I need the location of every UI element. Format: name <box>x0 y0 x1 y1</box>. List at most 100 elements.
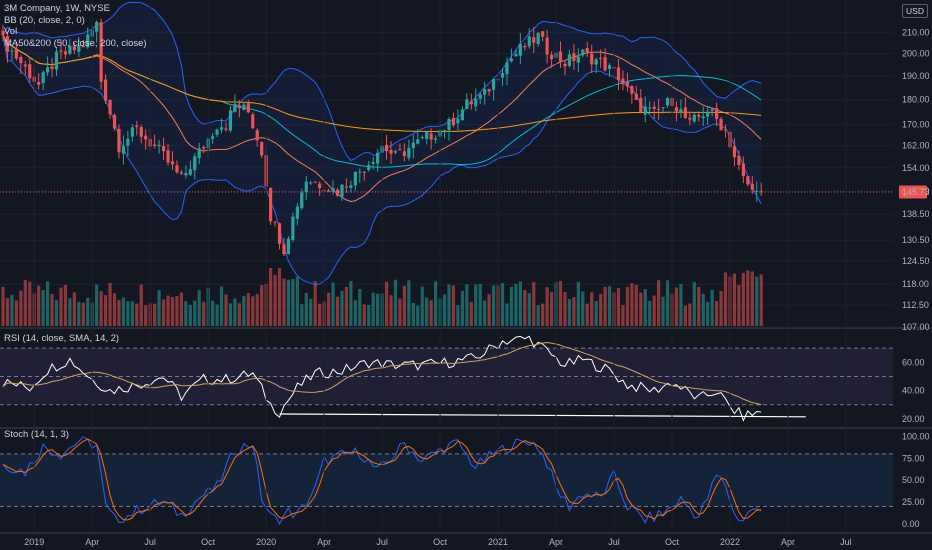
volume-bar <box>362 304 366 326</box>
volume-bar <box>746 270 750 326</box>
candle-body <box>746 176 750 185</box>
main-legend: 3M Company, 1W, NYSE BB (20, close, 2, 0… <box>4 3 147 49</box>
candle-body <box>585 48 589 53</box>
volume-bar <box>425 297 429 326</box>
candle-body <box>648 107 652 109</box>
volume-bar <box>634 284 638 326</box>
volume-bar <box>153 303 157 326</box>
price-tick-label: 118.00 <box>902 279 929 289</box>
candle-body <box>625 81 629 87</box>
candle-body <box>344 186 349 188</box>
rsi-tick-label: 60.00 <box>902 357 925 367</box>
candle-body <box>755 190 759 192</box>
volume-bar <box>358 288 362 326</box>
candle-body <box>741 163 745 177</box>
volume-bar <box>277 268 282 326</box>
volume-bar <box>514 283 518 326</box>
candle-body <box>492 78 496 90</box>
candle-body <box>286 238 291 255</box>
candle-body <box>514 54 518 57</box>
price-tick-label: 154.00 <box>902 163 930 173</box>
volume-bar <box>175 296 179 326</box>
candle-body <box>393 151 398 153</box>
candle-body <box>242 104 246 111</box>
candle-body <box>367 165 371 170</box>
volume-bar <box>541 303 545 326</box>
candle-body <box>358 171 362 173</box>
volume-bar <box>68 298 72 326</box>
candle-body <box>353 171 357 186</box>
volume-bar <box>121 297 126 326</box>
stoch-legend: Stoch (14, 1, 3) <box>4 429 69 440</box>
candle-body <box>295 206 299 219</box>
volume-bar <box>692 282 696 326</box>
candle-body <box>77 45 81 52</box>
candle-body <box>500 73 505 78</box>
time-tick-label: Jul <box>608 537 620 547</box>
candle-body <box>639 98 643 113</box>
candle-body <box>273 221 277 223</box>
price-tick-label: 190.00 <box>902 71 930 81</box>
candle-body <box>509 58 514 62</box>
volume-bar <box>581 291 585 326</box>
price-tick-label: 210.00 <box>902 27 930 37</box>
volume-bar <box>384 281 389 326</box>
time-tick-label: Apr <box>85 537 99 547</box>
volume-bar <box>451 285 456 326</box>
candle-body <box>1 30 5 36</box>
volume-bar <box>269 268 273 326</box>
volume-bar <box>697 286 701 326</box>
rsi-trendline[interactable] <box>279 413 806 418</box>
candle-body <box>376 152 380 164</box>
volume-bar <box>313 281 317 326</box>
candle-body <box>634 93 638 100</box>
volume-bar <box>63 284 68 326</box>
candle-body <box>442 130 447 132</box>
candle-body <box>420 137 424 139</box>
candle-body <box>697 114 701 117</box>
volume-bar <box>621 305 625 326</box>
candle-body <box>228 110 233 131</box>
candle-body <box>135 125 139 127</box>
volume-bar <box>518 281 522 326</box>
candle-body <box>688 117 692 120</box>
candle-body <box>465 99 469 109</box>
volume-bar <box>411 302 415 326</box>
volume-bar <box>197 290 201 326</box>
volume-bar <box>86 297 90 326</box>
volume-bar <box>652 295 656 326</box>
candle-body <box>362 171 366 173</box>
volume-bar <box>607 286 612 326</box>
candle-body <box>572 53 576 62</box>
time-tick-label: Apr <box>549 537 563 547</box>
volume-bar <box>625 286 629 326</box>
volume-bar <box>447 284 451 326</box>
symbol-title: 3M Company, 1W, NYSE <box>4 3 110 14</box>
candle-body <box>581 49 585 56</box>
volume-bar <box>144 305 148 326</box>
volume-bar <box>103 295 108 326</box>
candle-body <box>23 64 27 67</box>
ma-legend: MA50&200 (50, close, 200, close) <box>4 37 147 49</box>
candle-body <box>37 81 41 85</box>
currency-badge[interactable]: USD <box>902 4 928 18</box>
volume-bar <box>648 300 652 326</box>
volume-bar <box>246 293 250 326</box>
candle-body <box>558 51 563 62</box>
volume-bar <box>349 281 353 326</box>
last-price-badge <box>899 185 927 199</box>
price-tick-label: 112.50 <box>902 300 929 310</box>
volume-bar <box>130 301 134 326</box>
time-tick-label: 2022 <box>720 537 740 547</box>
candle-body <box>112 115 117 129</box>
volume-bar <box>456 305 460 326</box>
volume-bar <box>402 285 406 326</box>
volume-bar <box>170 297 175 326</box>
candle-body <box>81 45 85 48</box>
volume-bar <box>54 300 59 326</box>
price-tick-label: 107.00 <box>902 322 930 332</box>
candle-body <box>487 89 491 92</box>
volume-bar <box>393 279 398 326</box>
candle-body <box>447 119 451 131</box>
